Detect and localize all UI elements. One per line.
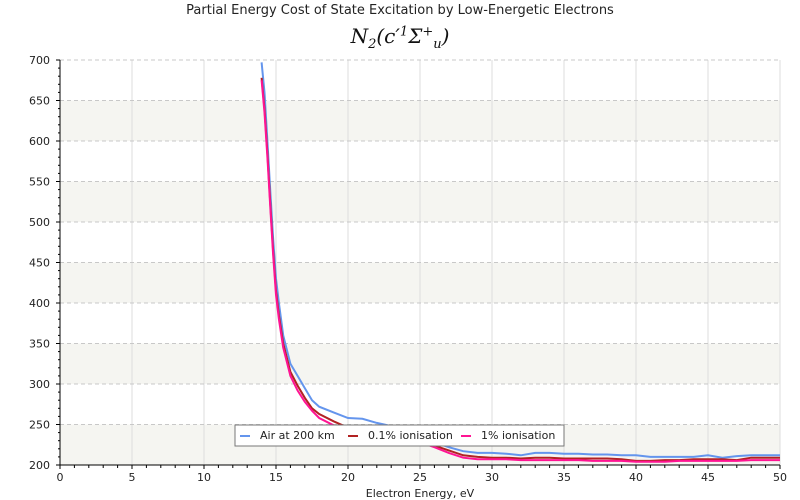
series-line-1 <box>260 62 780 459</box>
chart-title: Partial Energy Cost of State Excitation … <box>186 3 614 18</box>
x-tick-label: 20 <box>341 471 355 484</box>
gridlines <box>60 59 781 465</box>
x-tick-label: 25 <box>413 471 427 484</box>
y-tick-label: 400 <box>29 297 50 310</box>
x-tick-label: 45 <box>701 471 715 484</box>
y-tick-label: 500 <box>29 216 50 229</box>
x-tick-label: 15 <box>269 471 283 484</box>
x-tick-label: 5 <box>129 471 136 484</box>
formula-base-sub: 2 <box>368 37 377 52</box>
y-tick-label: 300 <box>29 378 50 391</box>
formula-sym-sub: u <box>433 37 442 52</box>
x-tick-label: 35 <box>557 471 571 484</box>
x-tick-label: 0 <box>57 471 64 484</box>
formula-base: N <box>350 24 369 48</box>
formula-sym-sup: + <box>422 24 434 40</box>
legend-label-3: 1% ionisation <box>481 429 555 442</box>
legend: Air at 200 km 0.1% ionisation 1% ionisatio… <box>234 424 565 447</box>
formula-open: ( <box>376 24 385 48</box>
y-tick-label: 550 <box>29 176 50 189</box>
series-lines <box>260 62 780 463</box>
formula-mult: 1 <box>399 24 409 40</box>
chart-subtitle-formula: N2(c′1Σ+u) <box>0 24 800 52</box>
x-tick-label: 30 <box>485 471 499 484</box>
y-tick-label: 700 <box>29 54 50 67</box>
formula-sym: Σ <box>408 24 423 48</box>
y-tick-label: 350 <box>29 338 50 351</box>
y-tick-label: 600 <box>29 135 50 148</box>
x-tick-label: 50 <box>773 471 787 484</box>
legend-label-2: 0.1% ionisation <box>368 429 453 442</box>
x-tick-label: 40 <box>629 471 643 484</box>
formula-close: ) <box>441 24 450 48</box>
x-axis-label: Electron Energy, eV <box>366 487 475 500</box>
y-tick-label: 250 <box>29 419 50 432</box>
y-tick-label: 650 <box>29 95 50 108</box>
y-tick-label: 450 <box>29 257 50 270</box>
y-tick-label: 200 <box>29 459 50 472</box>
series-line-2 <box>260 77 780 462</box>
series-line-3 <box>260 80 780 463</box>
axes: 200 250 300 350 400 450 500 550 600 650 700 0 5 10 15 2… <box>29 54 787 484</box>
legend-box <box>234 424 565 447</box>
legend-label-1: Air at 200 km <box>260 429 335 442</box>
formula-state: c′ <box>384 24 400 48</box>
x-tick-label: 10 <box>197 471 211 484</box>
